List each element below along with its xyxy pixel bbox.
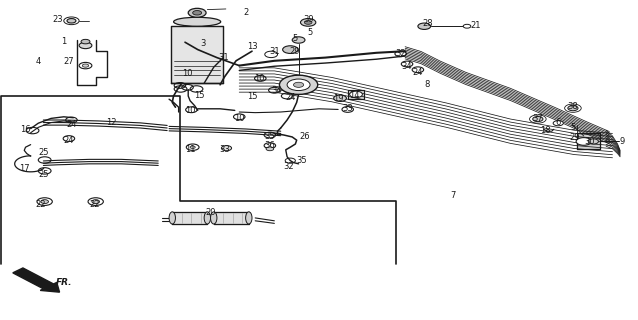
Text: 33: 33 (219, 145, 230, 154)
Text: 5: 5 (308, 28, 313, 36)
Circle shape (41, 200, 48, 204)
Text: 7: 7 (450, 191, 456, 200)
Text: 3: 3 (200, 39, 205, 48)
Circle shape (279, 75, 318, 94)
Circle shape (588, 139, 598, 144)
Text: 14: 14 (350, 91, 360, 100)
Polygon shape (577, 133, 600, 149)
Circle shape (188, 8, 206, 17)
Circle shape (304, 20, 312, 24)
Text: 25: 25 (38, 170, 48, 179)
Text: 30: 30 (584, 137, 595, 146)
FancyArrow shape (13, 268, 59, 292)
Polygon shape (214, 212, 249, 224)
Circle shape (463, 24, 471, 28)
Text: 21: 21 (470, 21, 480, 30)
Text: 28: 28 (422, 19, 433, 28)
Text: 1: 1 (61, 37, 66, 46)
Text: 10: 10 (234, 114, 244, 123)
Circle shape (334, 95, 346, 101)
Ellipse shape (211, 212, 217, 224)
Circle shape (190, 146, 195, 148)
Text: 15: 15 (194, 91, 204, 100)
Text: 12: 12 (107, 118, 117, 127)
Text: 39: 39 (303, 15, 313, 24)
Text: 31: 31 (269, 47, 279, 56)
Circle shape (283, 46, 298, 53)
Circle shape (300, 19, 316, 26)
Text: 10: 10 (182, 69, 192, 78)
Ellipse shape (246, 212, 252, 224)
Circle shape (576, 138, 591, 145)
Polygon shape (171, 26, 223, 83)
Text: 5: 5 (570, 123, 575, 132)
Text: 24: 24 (66, 120, 77, 129)
Circle shape (79, 42, 92, 49)
Text: 33: 33 (343, 104, 353, 113)
Text: 4: 4 (36, 57, 41, 66)
Text: 16: 16 (20, 125, 31, 134)
Circle shape (568, 106, 578, 111)
Text: FR.: FR. (56, 278, 73, 287)
Ellipse shape (204, 212, 211, 224)
Circle shape (553, 121, 563, 126)
Text: 31: 31 (218, 53, 228, 62)
Text: 8: 8 (425, 80, 430, 89)
Circle shape (67, 19, 76, 23)
Text: 24: 24 (413, 68, 423, 77)
Text: 32: 32 (284, 162, 294, 171)
Ellipse shape (169, 212, 175, 224)
Text: 18: 18 (540, 126, 551, 135)
Ellipse shape (174, 17, 221, 26)
Text: 22: 22 (35, 200, 45, 209)
Circle shape (193, 11, 202, 15)
Circle shape (82, 64, 89, 67)
Text: 19: 19 (333, 94, 343, 103)
Polygon shape (348, 90, 364, 99)
Polygon shape (172, 212, 207, 224)
Circle shape (81, 39, 90, 44)
Circle shape (266, 147, 274, 151)
Circle shape (221, 146, 232, 151)
Text: 34: 34 (402, 62, 412, 71)
Text: 38: 38 (568, 102, 578, 111)
Text: 23: 23 (52, 15, 63, 24)
Text: 24: 24 (285, 93, 295, 102)
Text: 36: 36 (264, 141, 274, 150)
Circle shape (292, 37, 305, 43)
Text: 22: 22 (89, 200, 100, 209)
Text: 10: 10 (255, 74, 265, 83)
Text: 13: 13 (247, 42, 257, 51)
Circle shape (418, 23, 431, 29)
Circle shape (79, 62, 92, 69)
Text: 29: 29 (290, 47, 300, 56)
Text: 27: 27 (64, 57, 74, 66)
Circle shape (287, 79, 310, 91)
Text: 37: 37 (533, 114, 543, 123)
Circle shape (350, 91, 362, 98)
Text: 10: 10 (186, 106, 196, 115)
Circle shape (92, 200, 100, 204)
Text: 35: 35 (264, 132, 274, 140)
Text: 5: 5 (292, 34, 297, 43)
Text: 35: 35 (296, 156, 306, 165)
Text: 34: 34 (271, 86, 281, 95)
Text: 29: 29 (569, 133, 579, 142)
Text: 25: 25 (38, 148, 48, 157)
Text: 26: 26 (299, 132, 309, 141)
Text: 15: 15 (247, 92, 257, 100)
Text: 6: 6 (556, 118, 561, 127)
Text: 32: 32 (396, 49, 406, 58)
Text: 24: 24 (64, 136, 74, 145)
Circle shape (533, 116, 543, 122)
Text: 9: 9 (619, 137, 625, 146)
Text: 20: 20 (205, 208, 216, 217)
Text: 11: 11 (186, 145, 196, 154)
Text: 2: 2 (243, 8, 248, 17)
Circle shape (293, 82, 304, 87)
Text: 17: 17 (19, 164, 29, 173)
